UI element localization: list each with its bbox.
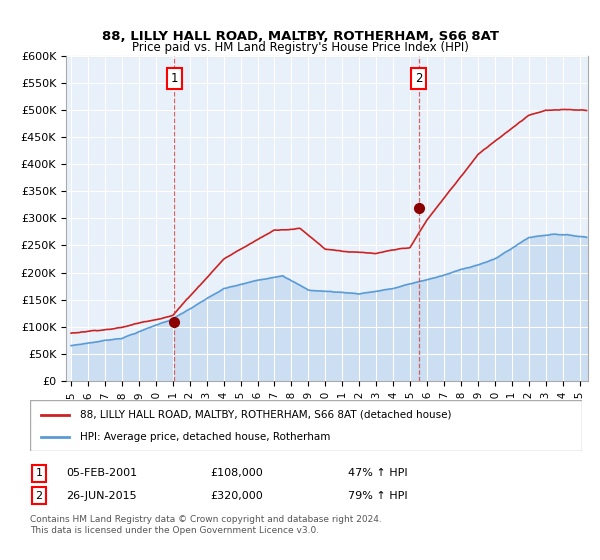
Text: 47% ↑ HPI: 47% ↑ HPI xyxy=(348,468,407,478)
Text: 2: 2 xyxy=(35,491,43,501)
Text: 2: 2 xyxy=(415,72,422,85)
Text: 26-JUN-2015: 26-JUN-2015 xyxy=(66,491,137,501)
Text: £320,000: £320,000 xyxy=(210,491,263,501)
FancyBboxPatch shape xyxy=(30,400,582,451)
Text: This data is licensed under the Open Government Licence v3.0.: This data is licensed under the Open Gov… xyxy=(30,526,319,535)
Text: 88, LILLY HALL ROAD, MALTBY, ROTHERHAM, S66 8AT: 88, LILLY HALL ROAD, MALTBY, ROTHERHAM, … xyxy=(101,30,499,43)
Text: Contains HM Land Registry data © Crown copyright and database right 2024.: Contains HM Land Registry data © Crown c… xyxy=(30,515,382,524)
Text: 79% ↑ HPI: 79% ↑ HPI xyxy=(348,491,407,501)
Text: 88, LILLY HALL ROAD, MALTBY, ROTHERHAM, S66 8AT (detached house): 88, LILLY HALL ROAD, MALTBY, ROTHERHAM, … xyxy=(80,409,451,419)
Text: 05-FEB-2001: 05-FEB-2001 xyxy=(66,468,137,478)
Text: 1: 1 xyxy=(35,468,43,478)
Text: 1: 1 xyxy=(171,72,178,85)
Text: HPI: Average price, detached house, Rotherham: HPI: Average price, detached house, Roth… xyxy=(80,432,330,442)
Text: Price paid vs. HM Land Registry's House Price Index (HPI): Price paid vs. HM Land Registry's House … xyxy=(131,41,469,54)
Text: £108,000: £108,000 xyxy=(210,468,263,478)
